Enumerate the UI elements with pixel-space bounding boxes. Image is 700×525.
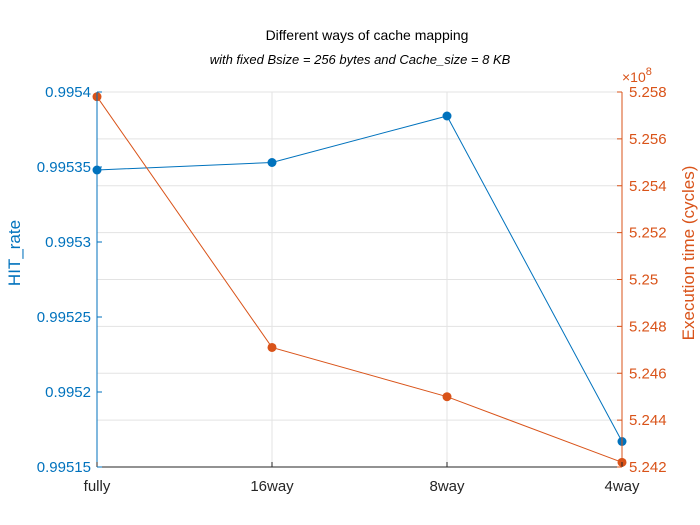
data-point-right [442,392,452,402]
left-tick-label: 0.9952 [45,384,91,401]
right-axis-exponent: ×108 [622,66,652,85]
right-tick-label: 5.246 [629,365,667,382]
exponent-base: ×10 [622,69,646,85]
x-tick-label: fully [84,478,111,495]
x-tick-label: 16way [250,478,294,495]
grid [96,91,623,468]
chart-subtitle: with fixed Bsize = 256 bytes and Cache_s… [210,52,511,67]
data-point-right [267,342,277,352]
right-tick-label: 5.248 [629,318,667,335]
left-tick-label: 0.9953 [45,234,91,251]
right-tick-label: 5.242 [629,459,667,476]
left-tick-label: 0.9954 [45,84,91,101]
left-tick-label: 0.99525 [37,309,91,326]
left-tick-label: 0.99515 [37,459,91,476]
axes: fully 16way 8way 4way 0.99515 0.9952 0.99525 0.… [37,84,667,495]
right-tick-label: 5.256 [629,131,667,148]
data-point-left [442,111,452,121]
right-tick-label: 5.254 [629,178,667,195]
chart-title: Different ways of cache mapping [266,27,469,43]
exponent-power: 8 [646,66,652,78]
left-tick-label: 0.99535 [37,159,91,176]
series-line-right [96,96,623,463]
series-line-left [96,115,623,442]
right-tick-label: 5.244 [629,412,667,429]
right-tick-label: 5.258 [629,84,667,101]
right-axis-label: Execution time (cycles) [679,166,698,341]
right-tick-label: 5.252 [629,225,667,242]
x-tick-label: 4way [604,478,640,495]
x-tick-label: 8way [429,478,465,495]
data-point-left [267,158,277,167]
right-tick-label: 5.25 [629,272,658,289]
left-axis-label: HIT_rate [5,220,24,286]
